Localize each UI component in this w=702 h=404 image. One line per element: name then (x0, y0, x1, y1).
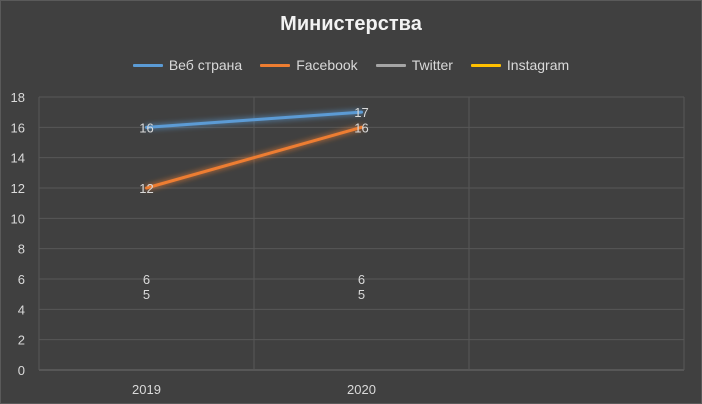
legend-swatch (260, 63, 291, 67)
legend-label: Twitter (411, 57, 453, 73)
legend-swatch (132, 63, 163, 67)
y-tick-label: 6 (18, 272, 25, 287)
y-tick-label: 8 (18, 242, 25, 257)
data-label: 6 (143, 272, 150, 287)
y-tick-label: 12 (11, 181, 25, 196)
x-tick-label: 2019 (132, 382, 161, 397)
chart-legend: Веб страна Facebook Twitter Instagram (1, 57, 701, 73)
chart-title: Министерства (280, 13, 422, 35)
legend-item-facebook: Facebook (260, 57, 358, 73)
legend-label: Веб страна (168, 57, 243, 73)
y-tick-label: 16 (11, 120, 25, 135)
legend-label: Instagram (506, 57, 570, 73)
data-label: 5 (358, 287, 365, 302)
data-label: 17 (354, 105, 368, 120)
legend-item-twitter: Twitter (375, 57, 453, 73)
y-tick-label: 10 (11, 211, 25, 226)
data-label: 16 (354, 120, 368, 135)
legend-swatch (470, 63, 501, 67)
data-label: 12 (139, 181, 153, 196)
legend-label: Facebook (296, 57, 358, 73)
y-tick-label: 4 (18, 302, 25, 317)
y-tick-label: 14 (11, 151, 25, 166)
y-tick-label: 0 (18, 363, 25, 378)
legend-swatch (375, 63, 406, 67)
data-label: 6 (358, 272, 365, 287)
series-line (145, 125, 363, 190)
x-tick-label: 2020 (347, 382, 376, 397)
y-tick-label: 18 (11, 90, 25, 105)
data-label: 16 (139, 120, 153, 135)
series-line (145, 110, 363, 129)
legend-item-web: Веб страна (132, 57, 243, 73)
legend-item-instagram: Instagram (470, 57, 570, 73)
y-tick-label: 2 (18, 333, 25, 348)
data-label: 5 (143, 287, 150, 302)
